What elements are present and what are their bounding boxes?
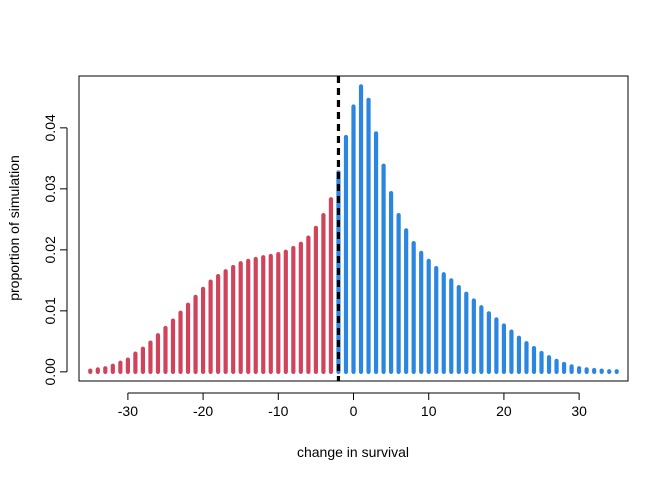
plot-frame bbox=[78, 75, 629, 382]
x-tick-label: 0 bbox=[350, 403, 358, 419]
y-tick-label: 0.03 bbox=[42, 175, 58, 202]
x-axis-title: change in survival bbox=[297, 444, 409, 460]
y-axis: 0.00 0.01 0.02 0.03 0.04 bbox=[42, 114, 68, 385]
y-tick-label: 0.00 bbox=[42, 358, 58, 385]
y-tick-label: 0.02 bbox=[42, 236, 58, 263]
x-axis: -30 -20 -10 0 10 20 30 bbox=[118, 392, 587, 419]
x-tick-label: -10 bbox=[268, 403, 288, 419]
y-tick-label: 0.04 bbox=[42, 114, 58, 141]
x-tick-label: 10 bbox=[421, 403, 437, 419]
y-axis-title: proportion of simulation bbox=[6, 155, 22, 301]
bar-series bbox=[88, 84, 619, 374]
x-tick-label: 20 bbox=[496, 403, 512, 419]
y-tick-label: 0.01 bbox=[42, 297, 58, 324]
x-tick-label: -20 bbox=[193, 403, 213, 419]
x-tick-label: 30 bbox=[571, 403, 587, 419]
x-tick-label: -30 bbox=[118, 403, 138, 419]
